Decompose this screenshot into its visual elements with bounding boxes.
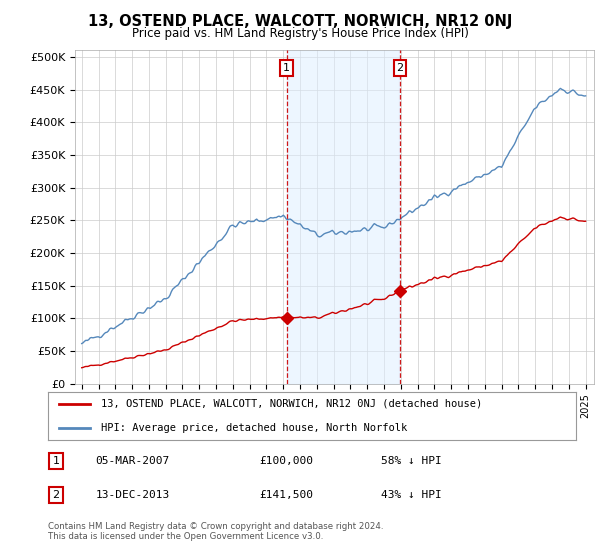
Text: HPI: Average price, detached house, North Norfolk: HPI: Average price, detached house, Nort…: [101, 423, 407, 433]
Text: £141,500: £141,500: [259, 489, 313, 500]
Text: 1: 1: [52, 456, 59, 466]
Text: 05-MAR-2007: 05-MAR-2007: [95, 456, 170, 466]
Text: £100,000: £100,000: [259, 456, 313, 466]
Text: 2: 2: [397, 63, 404, 73]
Text: 13-DEC-2013: 13-DEC-2013: [95, 489, 170, 500]
Text: Contains HM Land Registry data © Crown copyright and database right 2024.
This d: Contains HM Land Registry data © Crown c…: [48, 522, 383, 542]
Text: 1: 1: [283, 63, 290, 73]
Text: 2: 2: [52, 489, 59, 500]
Text: 43% ↓ HPI: 43% ↓ HPI: [380, 489, 442, 500]
Text: 13, OSTEND PLACE, WALCOTT, NORWICH, NR12 0NJ: 13, OSTEND PLACE, WALCOTT, NORWICH, NR12…: [88, 14, 512, 29]
Text: 58% ↓ HPI: 58% ↓ HPI: [380, 456, 442, 466]
Text: Price paid vs. HM Land Registry's House Price Index (HPI): Price paid vs. HM Land Registry's House …: [131, 27, 469, 40]
Text: 13, OSTEND PLACE, WALCOTT, NORWICH, NR12 0NJ (detached house): 13, OSTEND PLACE, WALCOTT, NORWICH, NR12…: [101, 399, 482, 409]
